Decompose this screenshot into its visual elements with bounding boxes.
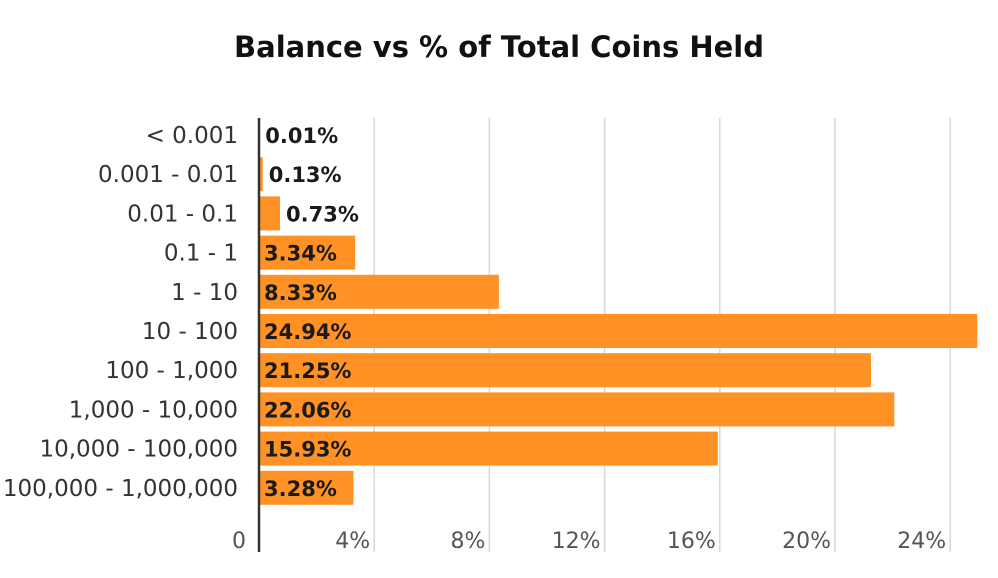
x-tick-label: 16% [667, 529, 716, 554]
category-label: < 0.001 [146, 123, 238, 149]
data-label: 22.06% [264, 398, 351, 422]
bar [259, 470, 354, 505]
bar [259, 196, 281, 231]
x-tick-label: 20% [782, 529, 831, 554]
x-tick-label: 0 [232, 529, 246, 554]
category-label: 0.1 - 1 [164, 241, 238, 267]
bar [259, 157, 263, 192]
x-tick-label: 8% [450, 529, 485, 554]
data-label: 24.94% [264, 320, 351, 344]
category-label: 0.01 - 0.1 [127, 201, 238, 227]
data-label: 0.73% [286, 202, 359, 226]
x-tick-label: 24% [897, 529, 946, 554]
chart-title: Balance vs % of Total Coins Held [234, 30, 764, 64]
bar [259, 235, 356, 270]
data-label: 0.13% [269, 163, 342, 187]
data-label: 21.25% [264, 359, 351, 383]
category-label: 0.001 - 0.01 [98, 162, 238, 188]
data-label: 8.33% [264, 281, 337, 305]
category-label: 1,000 - 10,000 [69, 397, 238, 423]
x-tick-label: 12% [552, 529, 601, 554]
data-label: 0.01% [265, 124, 338, 148]
bar [259, 353, 871, 388]
category-label: 1 - 10 [171, 280, 238, 306]
bar [259, 392, 895, 427]
bar [259, 274, 499, 309]
data-label: 3.34% [264, 242, 337, 266]
category-label: 10 - 100 [142, 319, 238, 345]
bar [259, 314, 978, 348]
category-label: 100 - 1,000 [105, 358, 238, 384]
category-label: 10,000 - 100,000 [39, 437, 238, 463]
category-label: 100,000 - 1,000,000 [3, 476, 238, 502]
data-label: 15.93% [264, 438, 351, 462]
data-label: 3.28% [264, 477, 337, 501]
x-tick-label: 4% [335, 529, 370, 554]
bar [259, 431, 718, 466]
